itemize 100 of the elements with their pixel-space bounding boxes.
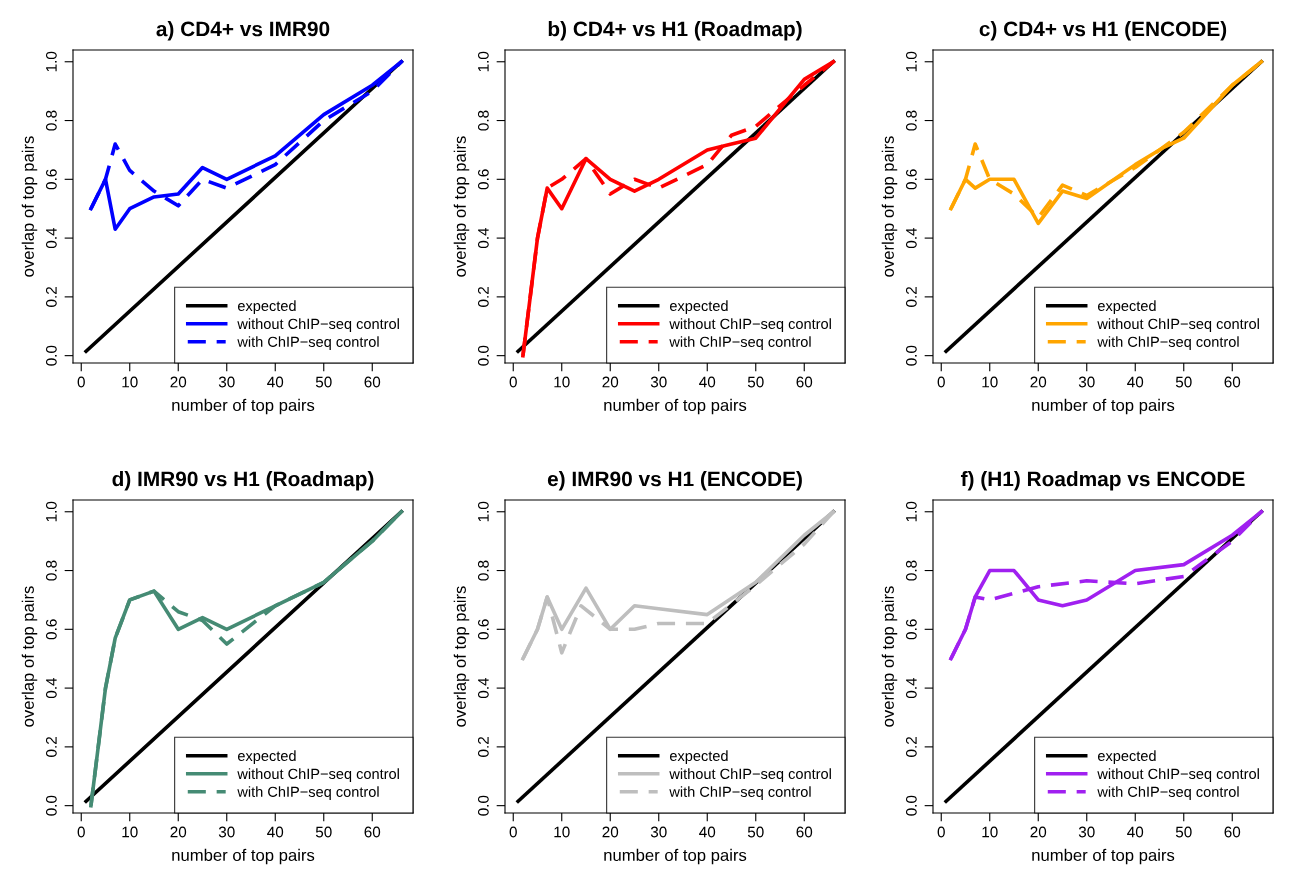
x-tick-label: 30 [1078,826,1095,838]
legend-label: without ChIP−seq control [669,318,831,332]
x-tick-label: 10 [982,376,998,388]
legend-label: expected [1097,300,1156,314]
legend-label: expected [237,300,296,314]
x-tick-label: 40 [699,826,716,838]
x-tick-label: 20 [1030,376,1047,388]
y-tick-label: 1.0 [905,51,917,72]
x-tick-label: 40 [699,376,716,388]
y-tick-label: 0.0 [905,345,917,366]
y-tick-label: 0.0 [477,795,489,816]
x-axis-title: number of top pairs [604,398,747,415]
y-tick-label: 0.2 [905,737,917,757]
y-tick-label: 1.0 [45,51,57,72]
y-tick-label: 0.2 [45,287,57,307]
y-tick-label: 0.6 [45,619,57,640]
y-tick-label: 0.6 [477,619,489,640]
x-tick-label: 50 [1175,826,1192,838]
y-tick-label: 1.0 [905,501,917,522]
y-tick-label: 0.4 [905,227,917,249]
x-tick-label: 50 [315,376,332,388]
y-tick-label: 1.0 [45,501,57,522]
x-tick-label: 60 [796,376,813,388]
x-tick-label: 30 [218,376,235,388]
x-tick-label: 10 [554,826,570,838]
legend-label: without ChIP−seq control [1097,318,1259,332]
chart-title: e) IMR90 vs H1 (ENCODE) [547,471,802,491]
x-tick-label: 50 [315,826,332,838]
legend-label: expected [669,300,728,314]
x-tick-label: 0 [937,826,945,838]
legend-label: without ChIP−seq control [237,768,399,782]
y-tick-label: 0.2 [477,287,489,307]
x-tick-label: 20 [602,376,619,388]
y-tick-label: 0.0 [45,345,57,366]
y-tick-label: 0.4 [477,227,489,249]
x-tick-label: 40 [1127,376,1144,388]
y-axis-title: overlap of top pairs [453,586,470,727]
x-tick-label: 50 [747,376,764,388]
legend-label: with ChIP−seq control [1097,786,1239,800]
y-tick-label: 0.8 [45,560,57,581]
x-tick-label: 50 [747,826,764,838]
legend-label: expected [1097,750,1156,764]
x-tick-label: 20 [1030,826,1047,838]
x-axis-title: number of top pairs [172,398,315,415]
x-tick-label: 0 [509,826,517,838]
y-tick-label: 1.0 [477,51,489,72]
x-tick-label: 0 [509,376,517,388]
y-tick-label: 1.0 [477,501,489,522]
y-tick-label: 0.8 [905,110,917,131]
y-tick-label: 0.0 [905,795,917,816]
y-tick-label: 0.4 [45,227,57,249]
y-axis-title: overlap of top pairs [881,586,898,727]
legend-label: without ChIP−seq control [237,318,399,332]
x-tick-label: 20 [170,376,187,388]
x-tick-label: 30 [218,826,235,838]
y-axis-title: overlap of top pairs [21,136,38,277]
y-tick-label: 0.0 [45,795,57,816]
x-tick-label: 10 [122,826,138,838]
x-tick-label: 40 [267,376,284,388]
x-tick-label: 20 [170,826,187,838]
chart-title: c) CD4+ vs H1 (ENCODE) [979,21,1227,41]
x-axis-title: number of top pairs [1032,848,1175,865]
x-tick-label: 20 [602,826,619,838]
y-tick-label: 0.8 [905,560,917,581]
x-tick-label: 10 [982,826,998,838]
x-tick-label: 30 [650,376,667,388]
legend-label: without ChIP−seq control [1097,768,1259,782]
legend-label: with ChIP−seq control [237,786,379,800]
x-tick-label: 60 [1224,376,1241,388]
legend-label: expected [237,750,296,764]
y-tick-label: 0.8 [477,110,489,131]
y-tick-label: 0.0 [477,345,489,366]
y-tick-label: 0.6 [905,619,917,640]
x-tick-label: 40 [1127,826,1144,838]
y-axis-title: overlap of top pairs [453,136,470,277]
legend-label: expected [669,750,728,764]
y-tick-label: 0.6 [905,169,917,190]
x-tick-label: 50 [1175,376,1192,388]
chart-title: b) CD4+ vs H1 (Roadmap) [548,21,802,41]
x-axis-title: number of top pairs [1032,398,1175,415]
x-tick-label: 60 [796,826,813,838]
y-tick-label: 0.4 [45,677,57,699]
chart-title: a) CD4+ vs IMR90 [156,21,330,41]
x-tick-label: 60 [364,826,381,838]
x-tick-label: 10 [122,376,138,388]
y-axis-title: overlap of top pairs [21,586,38,727]
legend-label: with ChIP−seq control [237,336,379,350]
legend-label: with ChIP−seq control [669,336,811,350]
x-tick-label: 60 [364,376,381,388]
legend-label: with ChIP−seq control [1097,336,1239,350]
y-tick-label: 0.6 [477,169,489,190]
x-tick-label: 0 [937,376,945,388]
y-tick-label: 0.2 [45,737,57,757]
y-tick-label: 0.2 [905,287,917,307]
legend-label: with ChIP−seq control [669,786,811,800]
y-tick-label: 0.4 [477,677,489,699]
legend-label: without ChIP−seq control [669,768,831,782]
x-tick-label: 40 [267,826,284,838]
x-axis-title: number of top pairs [604,848,747,865]
y-tick-label: 0.8 [477,560,489,581]
